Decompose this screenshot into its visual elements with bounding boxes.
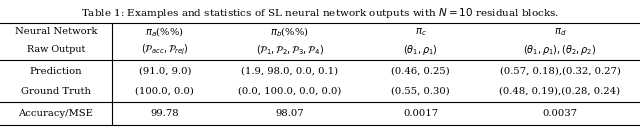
Text: 0.0037: 0.0037 — [543, 109, 577, 118]
Text: Table 1: Examples and statistics of SL neural network outputs with $N = 10$ resi: Table 1: Examples and statistics of SL n… — [81, 6, 559, 20]
Text: Raw Output: Raw Output — [27, 45, 85, 54]
Text: (1.9, 98.0, 0.0, 0.1): (1.9, 98.0, 0.0, 0.1) — [241, 67, 338, 76]
Text: (100.0, 0.0): (100.0, 0.0) — [136, 87, 194, 96]
Text: Neural Network: Neural Network — [15, 28, 97, 36]
Text: $\pi_d$: $\pi_d$ — [554, 26, 566, 38]
Text: (0.55, 0.30): (0.55, 0.30) — [392, 87, 450, 96]
Text: $(\mathcal{P}_1,\mathcal{P}_2,\mathcal{P}_3,\mathcal{P}_4)$: $(\mathcal{P}_1,\mathcal{P}_2,\mathcal{P… — [255, 43, 324, 57]
Text: $(\mathcal{P}_{acc},\mathcal{P}_{rej})$: $(\mathcal{P}_{acc},\mathcal{P}_{rej})$ — [141, 43, 189, 57]
Text: $(\theta_1,\rho_1)$: $(\theta_1,\rho_1)$ — [403, 43, 438, 57]
Text: Ground Truth: Ground Truth — [21, 87, 91, 96]
Text: 0.0017: 0.0017 — [403, 109, 438, 118]
Text: $\pi_a$(%%): $\pi_a$(%%) — [145, 25, 184, 39]
Text: Prediction: Prediction — [29, 67, 83, 76]
Text: $\pi_b$(%%): $\pi_b$(%%) — [270, 25, 309, 39]
Text: $\pi_c$: $\pi_c$ — [415, 26, 427, 38]
Text: (0.57, 0.18),(0.32, 0.27): (0.57, 0.18),(0.32, 0.27) — [500, 67, 620, 76]
Text: Accuracy/MSE: Accuracy/MSE — [19, 109, 93, 118]
Text: (0.46, 0.25): (0.46, 0.25) — [392, 67, 450, 76]
Text: (0.48, 0.19),(0.28, 0.24): (0.48, 0.19),(0.28, 0.24) — [499, 87, 621, 96]
Text: 99.78: 99.78 — [150, 109, 179, 118]
Text: (91.0, 9.0): (91.0, 9.0) — [138, 67, 191, 76]
Text: 98.07: 98.07 — [275, 109, 304, 118]
Text: $(\theta_1,\rho_1),(\theta_2,\rho_2)$: $(\theta_1,\rho_1),(\theta_2,\rho_2)$ — [524, 43, 596, 57]
Text: (0.0, 100.0, 0.0, 0.0): (0.0, 100.0, 0.0, 0.0) — [238, 87, 341, 96]
